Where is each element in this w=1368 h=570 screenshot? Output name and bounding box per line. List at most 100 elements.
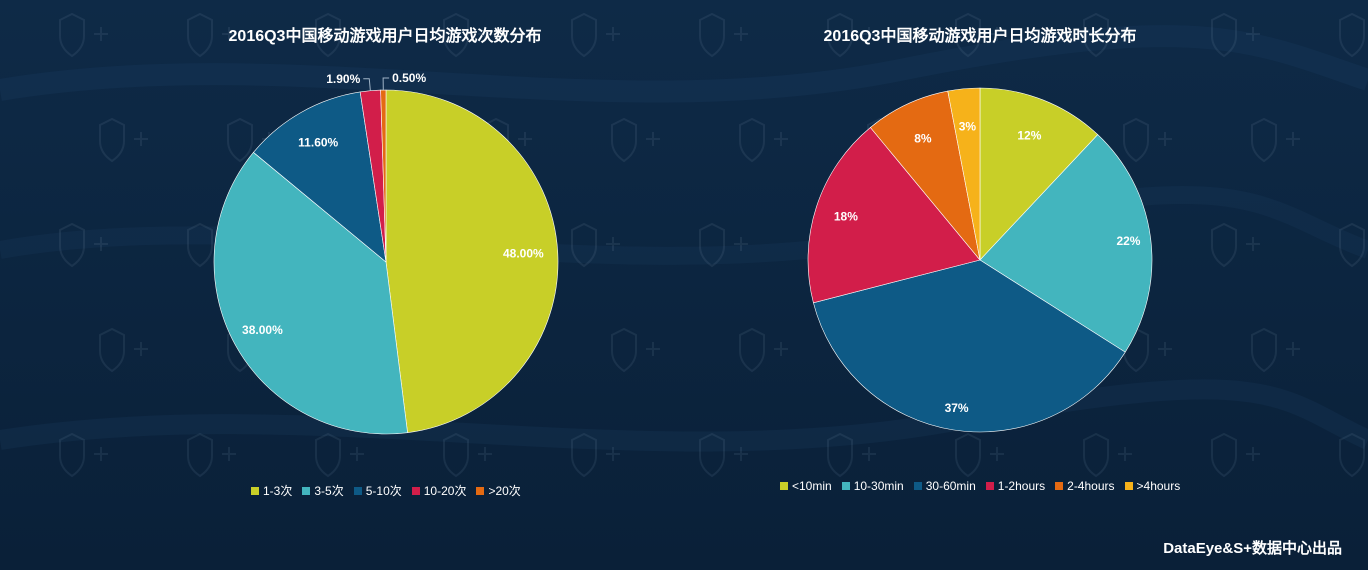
data-label: 12%: [1017, 128, 1041, 142]
watermark-mark: [1083, 432, 1132, 478]
legend-item: 10-20次: [411, 482, 467, 499]
watermark-mark: [699, 432, 748, 478]
label-leader-line: [382, 77, 390, 91]
data-label: 11.60%: [298, 135, 338, 149]
legend-label: 10-20次: [423, 484, 467, 498]
watermark-mark: [1211, 222, 1260, 268]
legend-item: <10min: [780, 479, 832, 493]
watermark-mark: [1339, 222, 1365, 268]
watermark-mark: [571, 432, 620, 478]
pie-slice: [253, 91, 387, 263]
data-label: 22%: [1116, 234, 1140, 248]
legend-item: 5-10次: [353, 482, 402, 499]
watermark-mark: [955, 12, 1004, 58]
legend-swatch: [411, 486, 420, 495]
legend-swatch: [913, 482, 922, 490]
watermark-mark: [739, 117, 788, 163]
legend-label: 10-30min: [853, 479, 904, 493]
watermark-mark: [611, 117, 660, 163]
watermark-mark: [315, 12, 364, 58]
data-label: 37%: [945, 401, 969, 415]
watermark-mark: [59, 12, 108, 58]
chart-title: 2016Q3中国移动游戏用户日均游戏次数分布: [228, 28, 542, 45]
watermark-mark: [1251, 327, 1300, 373]
watermark-mark: [699, 12, 748, 58]
legend-item: 2-4hours: [1055, 479, 1115, 493]
watermark-mark: [443, 12, 492, 58]
chart-panel-duration: 2016Q3中国移动游戏用户日均游戏时长分布 12% 22% 37% 18% 8% 3% …: [770, 0, 1368, 570]
legend-swatch: [251, 486, 259, 495]
watermark-mark: [1251, 117, 1300, 163]
pie-slice: [979, 87, 1099, 261]
legend-item: 3-5次: [302, 482, 344, 499]
watermark-mark: [1339, 432, 1365, 478]
watermark-mark: [827, 12, 876, 58]
legend-item: >4hours: [1124, 479, 1181, 493]
legend-swatch: [841, 482, 850, 490]
data-label: 3%: [959, 119, 977, 133]
footer-credit: DataEye&S+数据中心出品: [1163, 540, 1342, 557]
data-label: 48.00%: [503, 246, 544, 260]
legend-label: >20次: [488, 484, 521, 498]
legend-swatch: [780, 482, 788, 490]
legend: <10min 10-30min 30-60min 1-2hours 2-4hours >4…: [780, 479, 1180, 493]
pie-slice: [380, 89, 387, 263]
label-leader-line: [363, 78, 371, 91]
pie-slice: [807, 127, 981, 304]
watermark-mark: [187, 12, 236, 58]
legend-swatch: [353, 486, 362, 495]
watermark-mark: [1083, 12, 1132, 58]
data-label: 1.90%: [326, 72, 360, 86]
legend: 1-3次 3-5次 5-10次 10-20次 >20次: [251, 482, 521, 499]
watermark-mark: [59, 222, 108, 268]
legend-label: 3-5次: [314, 484, 344, 498]
pie-slice: [979, 134, 1153, 353]
watermark-mark: [443, 432, 492, 478]
watermark-mark: [571, 12, 620, 58]
legend-swatch: [476, 486, 485, 495]
data-label: 18%: [834, 209, 858, 223]
watermark-mark: [315, 432, 364, 478]
watermark-mark: [1339, 12, 1365, 58]
watermark-mark: [611, 327, 660, 373]
legend-label: 2-4hours: [1067, 479, 1115, 493]
pie-slice: [813, 259, 1126, 433]
pie-slice: [213, 151, 408, 435]
legend-label: <10min: [792, 479, 832, 493]
watermark-mark: [59, 432, 108, 478]
watermark-mark: [571, 222, 620, 268]
chart-panel-frequency: 2016Q3中国移动游戏用户日均游戏次数分布 48.00% 38.00% 11.60…: [213, 28, 559, 499]
legend-item: 1-3次: [251, 482, 292, 499]
watermark-mark: [699, 222, 748, 268]
watermark-mark: [955, 432, 1004, 478]
data-label: 38.00%: [242, 323, 283, 337]
legend-item: 10-30min: [841, 479, 904, 493]
watermark-mark: [99, 327, 148, 373]
watermark-mark: [1211, 12, 1260, 58]
legend-swatch: [1055, 482, 1064, 490]
pie-slice: [947, 87, 981, 261]
legend-swatch: [985, 482, 994, 490]
watermark-mark: [1123, 327, 1172, 373]
data-label: 8%: [914, 132, 932, 146]
legend-item: 30-60min: [913, 479, 976, 493]
watermark-mark: [739, 327, 788, 373]
pie-chart-frequency: 48.00% 38.00% 11.60% 1.90% 0.50%: [213, 71, 559, 435]
legend-label: 1-2hours: [997, 479, 1046, 493]
legend-item: >20次: [476, 482, 521, 499]
watermark-mark: [827, 432, 876, 478]
watermark-mark: [1123, 117, 1172, 163]
data-label: 0.50%: [392, 71, 426, 85]
pie-chart-duration: 12% 22% 37% 18% 8% 3%: [807, 87, 1153, 433]
pie-slice: [385, 89, 559, 433]
legend-item: 1-2hours: [985, 479, 1046, 493]
watermark-mark: [99, 117, 148, 163]
legend-label: 5-10次: [365, 484, 402, 498]
legend-swatch: [1124, 482, 1133, 490]
watermark-mark: [1211, 432, 1260, 478]
watermark-mark: [187, 432, 236, 478]
legend-swatch: [302, 486, 311, 495]
legend-label: 1-3次: [263, 484, 293, 498]
legend-label: 30-60min: [925, 479, 976, 493]
legend-label: >4hours: [1136, 479, 1181, 493]
